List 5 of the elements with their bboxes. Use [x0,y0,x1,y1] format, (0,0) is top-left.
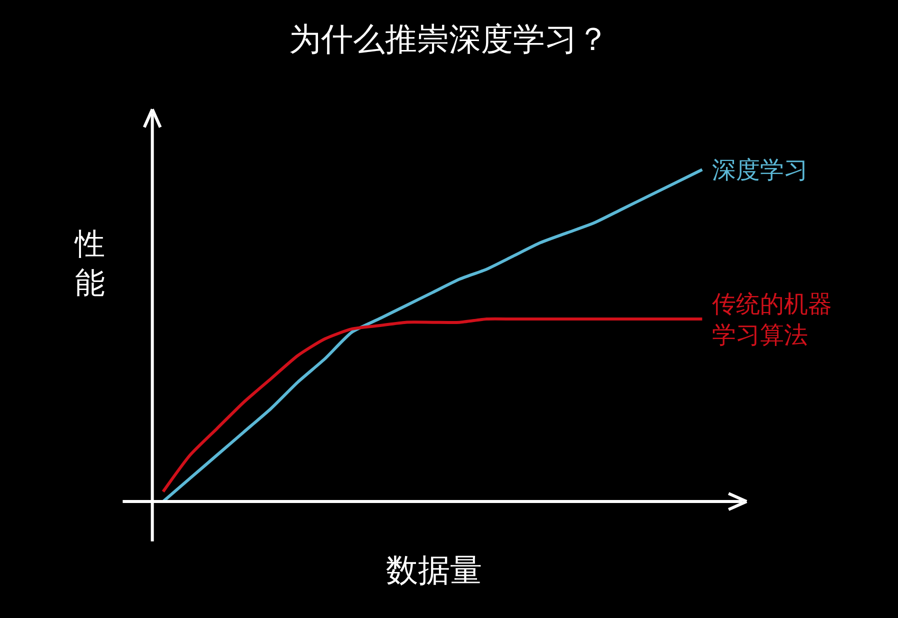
series-label: 深度学习 [712,156,808,184]
x-axis-title: 数据量 [386,550,482,589]
chart-title: 为什么推崇深度学习？ [289,20,609,58]
series-label: 传统的机器学习算法 [712,290,832,350]
y-axis-title: 性能 [74,227,105,301]
